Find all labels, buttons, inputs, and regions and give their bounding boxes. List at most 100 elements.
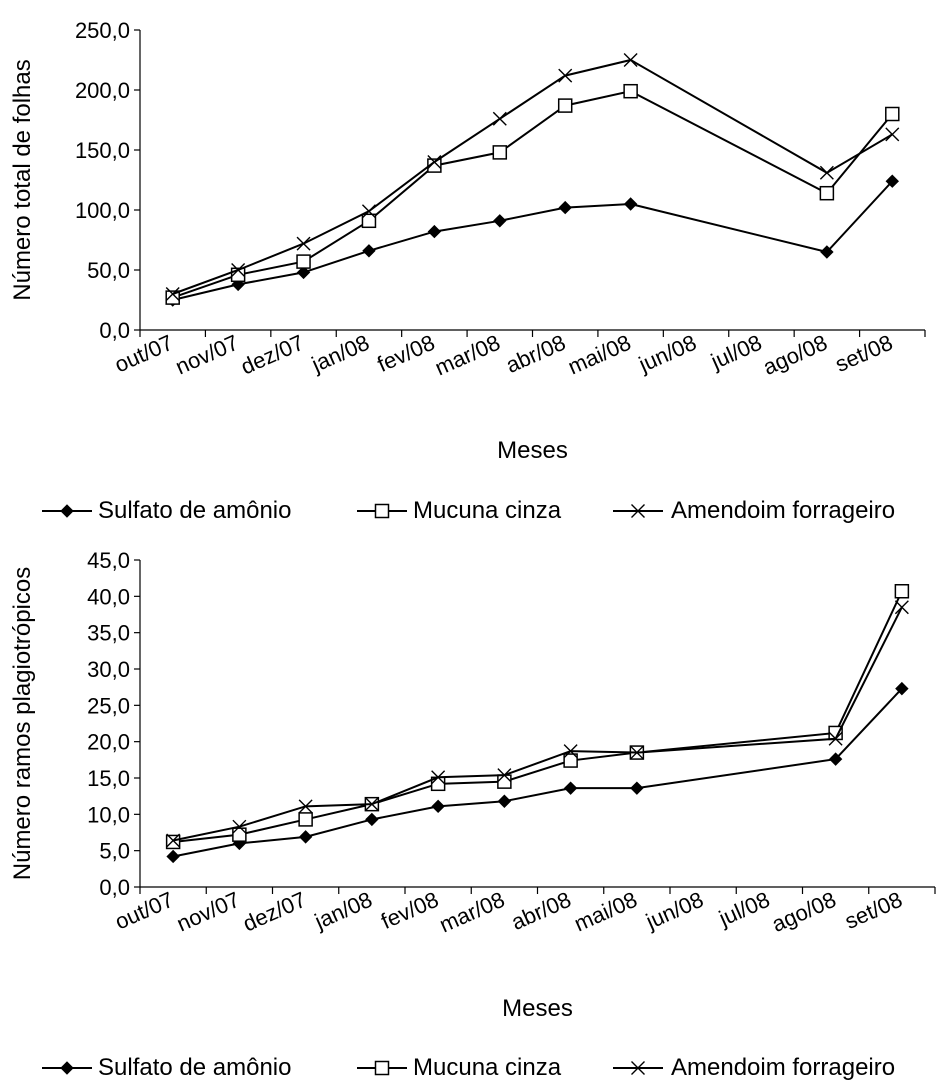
x-tick-label: fev/08 xyxy=(373,330,438,377)
data-point xyxy=(165,834,181,850)
data-point xyxy=(166,833,181,848)
x-tick-label: fev/08 xyxy=(377,887,442,934)
x-tick-label: ago/08 xyxy=(768,887,840,937)
x-tick-label: ago/08 xyxy=(759,330,831,380)
x-tick-label: mar/08 xyxy=(436,887,509,938)
y-tick-label: 200,0 xyxy=(75,78,130,103)
series-line-1 xyxy=(172,180,894,301)
y-tick-label: 30,0 xyxy=(87,657,130,682)
data-point xyxy=(431,770,446,785)
data-point xyxy=(819,185,835,201)
y-tick-label: 25,0 xyxy=(87,693,130,718)
data-point xyxy=(885,127,900,142)
y-tick-label: 5,0 xyxy=(99,839,130,864)
y-tick-label: 20,0 xyxy=(87,730,130,755)
data-point xyxy=(427,158,442,173)
y-tick-label: 250,0 xyxy=(75,18,130,43)
x-tick-label: set/08 xyxy=(841,887,906,934)
data-point xyxy=(623,197,638,211)
data-point xyxy=(885,174,899,188)
x-tick-label: abr/08 xyxy=(502,330,569,378)
data-point xyxy=(431,799,445,814)
legend-marker xyxy=(60,504,74,518)
legend-marker xyxy=(631,1061,645,1075)
data-point xyxy=(361,204,376,219)
data-point xyxy=(885,106,900,122)
data-point xyxy=(231,263,246,277)
x-tick-label: mar/08 xyxy=(431,330,504,381)
data-point xyxy=(361,213,377,229)
data-point xyxy=(298,799,313,814)
data-point xyxy=(557,98,573,113)
data-point xyxy=(298,830,313,844)
data-point xyxy=(497,768,512,783)
series-line-2 xyxy=(173,590,903,843)
data-point xyxy=(298,812,313,827)
y-tick-label: 45,0 xyxy=(87,548,130,573)
data-point xyxy=(558,200,572,215)
y-tick-label: 40,0 xyxy=(87,584,130,609)
data-point xyxy=(563,781,578,795)
y-tick-label: 0,0 xyxy=(99,318,130,343)
legend-item-label: Sulfato de amônio xyxy=(98,1054,291,1081)
data-point xyxy=(427,224,442,239)
x-tick-label: nov/07 xyxy=(172,330,243,380)
y-tick-label: 100,0 xyxy=(75,198,130,223)
legend-marker xyxy=(631,504,645,518)
y-tick-label: 15,0 xyxy=(87,766,130,791)
x-tick-label: dez/07 xyxy=(237,330,308,380)
x-tick-label: jun/08 xyxy=(641,887,707,935)
data-point xyxy=(232,819,247,834)
data-point xyxy=(493,214,507,228)
legend-item-label: Mucuna cinza xyxy=(413,497,562,524)
data-point xyxy=(623,83,638,99)
y-axis-label: Número ramos plagiotrópicos xyxy=(9,567,36,880)
data-point xyxy=(895,681,909,696)
x-tick-label: jun/08 xyxy=(634,330,700,378)
data-point xyxy=(497,794,512,808)
x-tick-label: jul/08 xyxy=(714,887,773,932)
data-point xyxy=(364,797,379,812)
x-tick-label: mai/08 xyxy=(570,887,641,937)
data-point xyxy=(492,145,508,160)
data-point xyxy=(497,774,512,789)
data-point xyxy=(166,849,180,864)
data-point xyxy=(820,245,834,259)
series-line-3 xyxy=(172,606,903,842)
x-tick-label: abr/08 xyxy=(507,887,574,935)
data-point xyxy=(828,731,843,746)
data-point xyxy=(563,744,578,759)
data-point xyxy=(296,254,311,269)
data-point xyxy=(296,236,311,251)
x-tick-label: jul/08 xyxy=(706,330,765,375)
series-line-1 xyxy=(172,687,903,858)
chart-1: 0,050,0100,0150,0200,0250,0out/07nov/07d… xyxy=(9,18,926,524)
legend-item-label: Mucuna cinza xyxy=(413,1054,562,1081)
y-tick-label: 150,0 xyxy=(75,138,130,163)
data-point xyxy=(362,244,376,258)
data-point xyxy=(630,781,644,795)
data-point xyxy=(894,583,910,599)
data-point xyxy=(819,165,834,180)
chart-2: 0,05,010,015,020,025,030,035,040,045,0ou… xyxy=(9,548,936,1081)
x-tick-label: mai/08 xyxy=(564,330,635,380)
legend-item-label: Sulfato de amônio xyxy=(98,497,291,524)
data-point xyxy=(492,111,507,126)
x-tick-label: dez/07 xyxy=(239,887,310,937)
data-point xyxy=(629,745,644,760)
data-point xyxy=(232,827,247,842)
y-tick-label: 10,0 xyxy=(87,802,130,827)
data-point xyxy=(894,600,909,615)
y-tick-label: 50,0 xyxy=(87,258,130,283)
x-tick-label: set/08 xyxy=(831,330,896,377)
series-line-2 xyxy=(172,90,894,299)
x-axis-label: Meses xyxy=(497,437,568,464)
legend-marker xyxy=(374,1060,390,1076)
data-point xyxy=(828,752,843,766)
y-tick-label: 35,0 xyxy=(87,621,130,646)
data-point xyxy=(165,287,180,301)
x-axis-label: Meses xyxy=(502,995,573,1022)
data-point xyxy=(165,290,180,305)
legend-marker xyxy=(374,503,390,519)
